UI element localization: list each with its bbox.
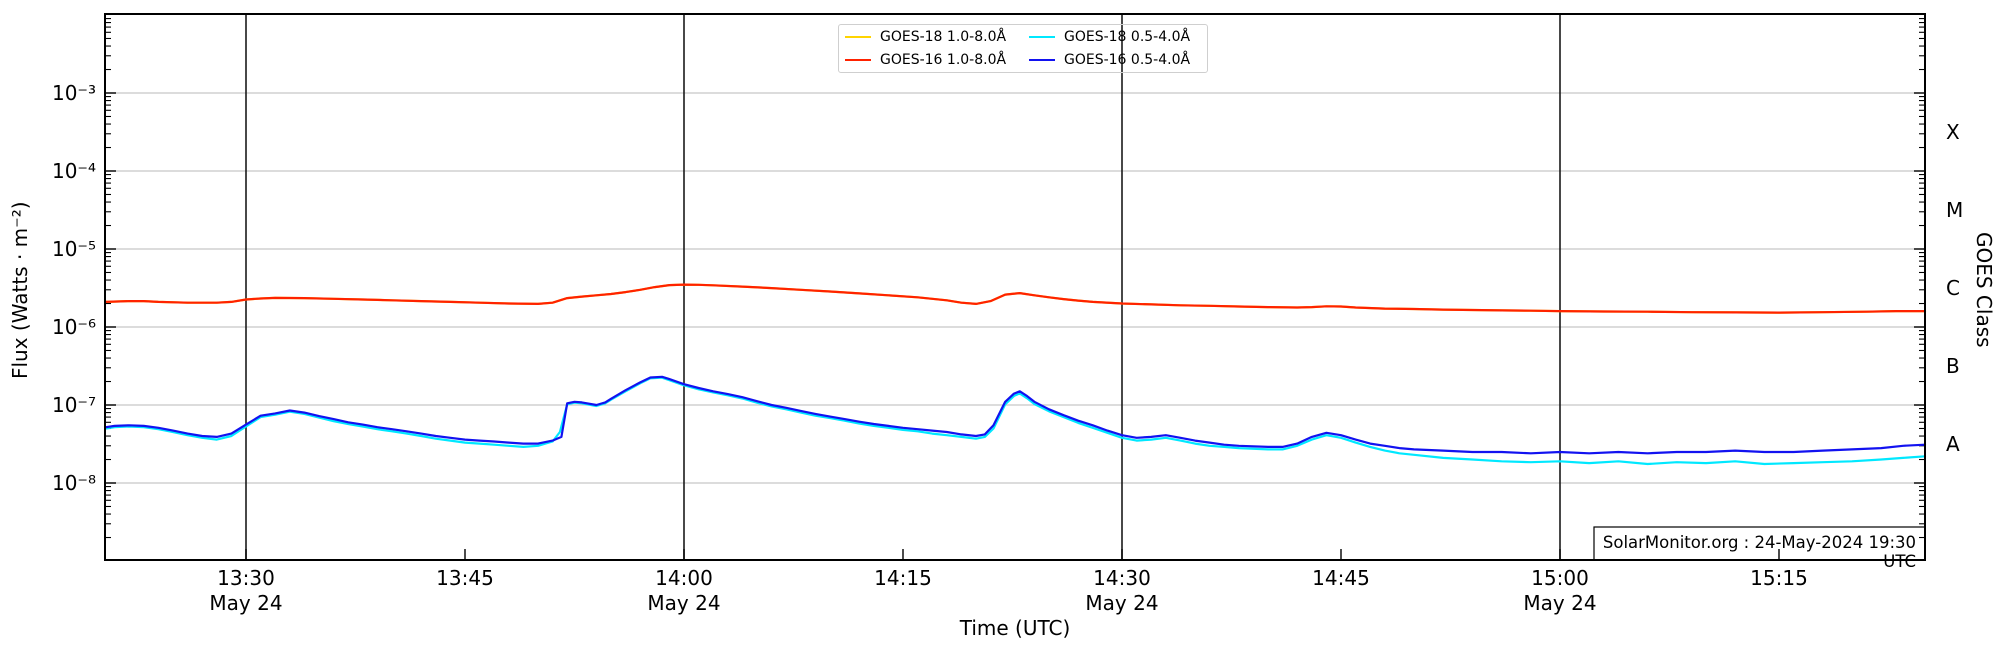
y-tick-label: 10⁻⁷ [51,393,96,417]
x-tick-label: 14:30 [1093,566,1151,590]
legend-item: GOES-16 1.0-8.0Å [839,52,1023,68]
series-GOES-16 0.5-4.0Å [104,375,1927,455]
legend-label: GOES-18 1.0-8.0Å [880,28,1007,45]
goes-class-letter-C: C [1946,276,1960,300]
legend-label: GOES-18 0.5-4.0Å [1064,28,1191,45]
legend-label: GOES-16 0.5-4.0Å [1064,52,1191,69]
series-GOES-18 0.5-4.0Å [104,376,1927,466]
legend-swatch-icon [845,35,871,38]
legend-item: GOES-16 0.5-4.0Å [1023,52,1207,68]
x-tick-date-label: May 24 [1523,591,1597,615]
legend-item: GOES-18 0.5-4.0Å [1023,29,1207,45]
x-tick-label: 15:00 [1531,566,1589,590]
legend-swatch-icon [1029,35,1055,38]
y2-axis-label: GOES Class [1972,232,1996,348]
x-axis-label: Time (UTC) [959,616,1071,640]
series-GOES-18 1.0-8.0Å [104,283,1927,314]
x-tick-date-label: May 24 [209,591,283,615]
plot-frame [104,13,1926,561]
legend-label: GOES-16 1.0-8.0Å [880,52,1007,69]
goes-class-letter-M: M [1946,198,1964,222]
goes-class-letter-A: A [1946,432,1960,456]
legend: GOES-18 1.0-8.0Å GOES-16 1.0-8.0Å GOES-18 … [838,24,1208,73]
y-tick-label: 10⁻⁸ [51,471,96,495]
x-tick-label: 13:45 [436,566,494,590]
y-tick-label: 10⁻³ [51,81,96,105]
x-tick-date-label: May 24 [647,591,721,615]
x-tick-label: 14:45 [1312,566,1370,590]
legend-swatch-icon [1029,59,1055,62]
y-tick-label: 10⁻⁶ [51,315,96,339]
x-tick-label: 14:00 [655,566,713,590]
goes-class-letter-B: B [1946,354,1960,378]
x-tick-date-label: May 24 [1085,591,1159,615]
y-tick-label: 10⁻⁴ [51,159,96,183]
x-tick-label: 14:15 [874,566,932,590]
legend-item: GOES-18 1.0-8.0Å [839,29,1023,45]
legend-swatch-icon [845,59,871,62]
series-GOES-16 1.0-8.0Å [104,283,1927,314]
x-tick-label: 15:15 [1750,566,1808,590]
x-tick-label: 13:30 [217,566,275,590]
annotation-credit: SolarMonitor.org : 24-May-2024 19:30 UTC [1602,533,1916,571]
y-tick-label: 10⁻⁵ [51,237,96,261]
goes-class-letter-X: X [1946,120,1960,144]
